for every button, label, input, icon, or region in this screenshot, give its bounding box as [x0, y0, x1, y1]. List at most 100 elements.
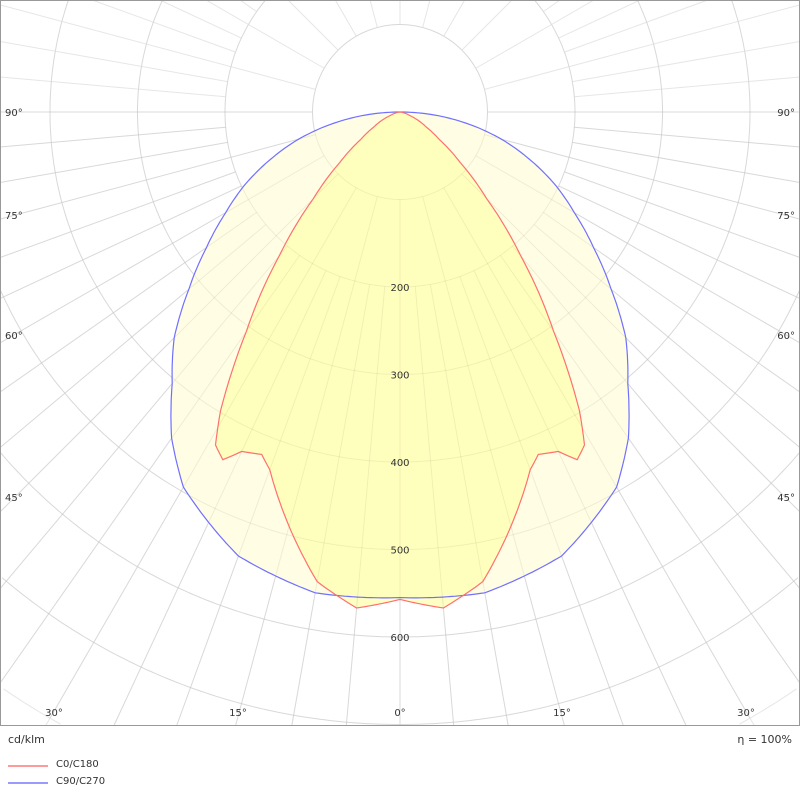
grid-ray-overlay [473, 270, 687, 726]
grid-ray-overlay [0, 141, 228, 184]
angle-label-right: 60° [777, 331, 795, 342]
efficiency-label: η = 100% [737, 733, 792, 746]
grid-ray [422, 0, 431, 28]
grid-circle-overlay [312, 24, 488, 200]
grid-ray [564, 171, 800, 259]
grid-ray-overlay [49, 187, 357, 719]
grid-ray [475, 0, 595, 69]
grid-ray-overlay [572, 141, 800, 184]
grid-ray [159, 0, 242, 39]
grid-ray [0, 76, 226, 98]
grid-overlay [0, 0, 800, 726]
grid-ray-overlay [0, 211, 257, 393]
grid-ray-overlay [512, 245, 800, 590]
grid-ray [461, 0, 513, 51]
grid-ray-overlay [543, 211, 800, 393]
grid-ray-overlay [0, 155, 325, 344]
grid-ray [92, 0, 236, 53]
grid-ray [205, 0, 325, 69]
grid-ray [484, 4, 800, 90]
angle-label-bottom: 15° [229, 708, 247, 719]
grid-circle [0, 452, 800, 638]
radial-tick-label: 400 [390, 458, 409, 469]
grid-ray [0, 40, 228, 83]
angle-label-bottom: 15° [553, 708, 571, 719]
grid-ray-overlay [291, 284, 371, 726]
grid-ray-overlay [499, 255, 800, 684]
angle-label-left: 45° [5, 493, 23, 504]
radial-tick-label: 500 [390, 546, 409, 557]
grid-ray-overlay [0, 173, 339, 513]
legend-label-c90: C90/C270 [56, 776, 106, 787]
grid-ray [484, 134, 800, 220]
angle-label-right: 90° [777, 108, 795, 119]
grid-ray-overlay [0, 185, 242, 299]
grid-ray-overlay [176, 276, 341, 726]
grid-circle-overlay [224, 0, 576, 288]
grid-ray-overlay [564, 171, 800, 259]
grid-ray-overlay [443, 187, 751, 719]
grid-ray-overlay [0, 171, 236, 259]
grid-ray [0, 134, 316, 220]
legend-label-c0: C0/C180 [56, 759, 99, 770]
grid-ray [564, 0, 708, 53]
series-line-c0-c180 [214, 111, 586, 609]
grid-ray-overlay [461, 173, 800, 513]
grid-ray [0, 171, 236, 259]
grid-ray [0, 185, 242, 299]
grid-ray-overlay [0, 245, 288, 590]
grid-ray [572, 40, 800, 83]
grid-ray-overlay [475, 155, 800, 344]
grid-ray-overlay [422, 196, 565, 726]
angle-label-right: 45° [777, 493, 795, 504]
angle-label-bottom: 30° [737, 708, 755, 719]
grid-circle-overlay [137, 0, 663, 375]
series-line-c90-c270 [170, 111, 630, 599]
unit-label: cd/klm [8, 733, 45, 746]
grid-circle [1, 577, 799, 725]
radial-tick-label: 300 [390, 371, 409, 382]
grid-ray [239, 0, 257, 13]
grid-ray [574, 126, 800, 148]
grid-ray [572, 141, 800, 184]
angle-label-left: 90° [5, 108, 23, 119]
angle-label-right: 75° [777, 211, 795, 222]
grid-ray [0, 141, 228, 184]
tick-labels: 200 300 400 500 600 30° 15° 0° 15° 30° 90° 90° 75° 75… [5, 108, 795, 719]
grid-ray-overlay [345, 286, 386, 726]
grid-ray-overlay [558, 185, 800, 299]
grid-circle-overlay [0, 289, 800, 550]
angle-label-bottom: 30° [45, 708, 63, 719]
grid-circle-overlay [0, 452, 800, 638]
grid-ray-overlay [0, 134, 316, 220]
grid-ray [574, 76, 800, 98]
legend-swatch-c0 [8, 765, 48, 767]
grid-circle-overlay [1, 577, 799, 725]
grid-ray-overlay [0, 255, 301, 684]
grid-ray [558, 0, 641, 39]
grid-ray-overlay [574, 126, 800, 148]
grid-ray-overlay [459, 276, 624, 726]
legend-swatch-c90 [8, 782, 48, 784]
grid-ray-overlay [113, 270, 327, 726]
series-fill-c0-c180 [215, 112, 585, 608]
grid-ray-overlay [0, 224, 267, 449]
angle-label-left: 75° [5, 211, 23, 222]
grid-ray [558, 185, 800, 299]
radial-tick-label: 200 [390, 283, 409, 294]
series-areas [170, 112, 630, 608]
grid-circle [3, 688, 797, 725]
grid-ray-overlay [0, 126, 226, 148]
grid-ray-overlay [533, 224, 800, 449]
grid-ray [543, 0, 561, 13]
grid-ray [287, 0, 339, 51]
angle-label-left: 60° [5, 331, 23, 342]
radial-tick-label: 600 [390, 633, 409, 644]
grid-ray [0, 4, 316, 90]
grid-ray-overlay [414, 286, 455, 726]
grid-ray-overlay [484, 134, 800, 220]
grid-ray [0, 126, 226, 148]
grid-ray-overlay [429, 284, 509, 726]
